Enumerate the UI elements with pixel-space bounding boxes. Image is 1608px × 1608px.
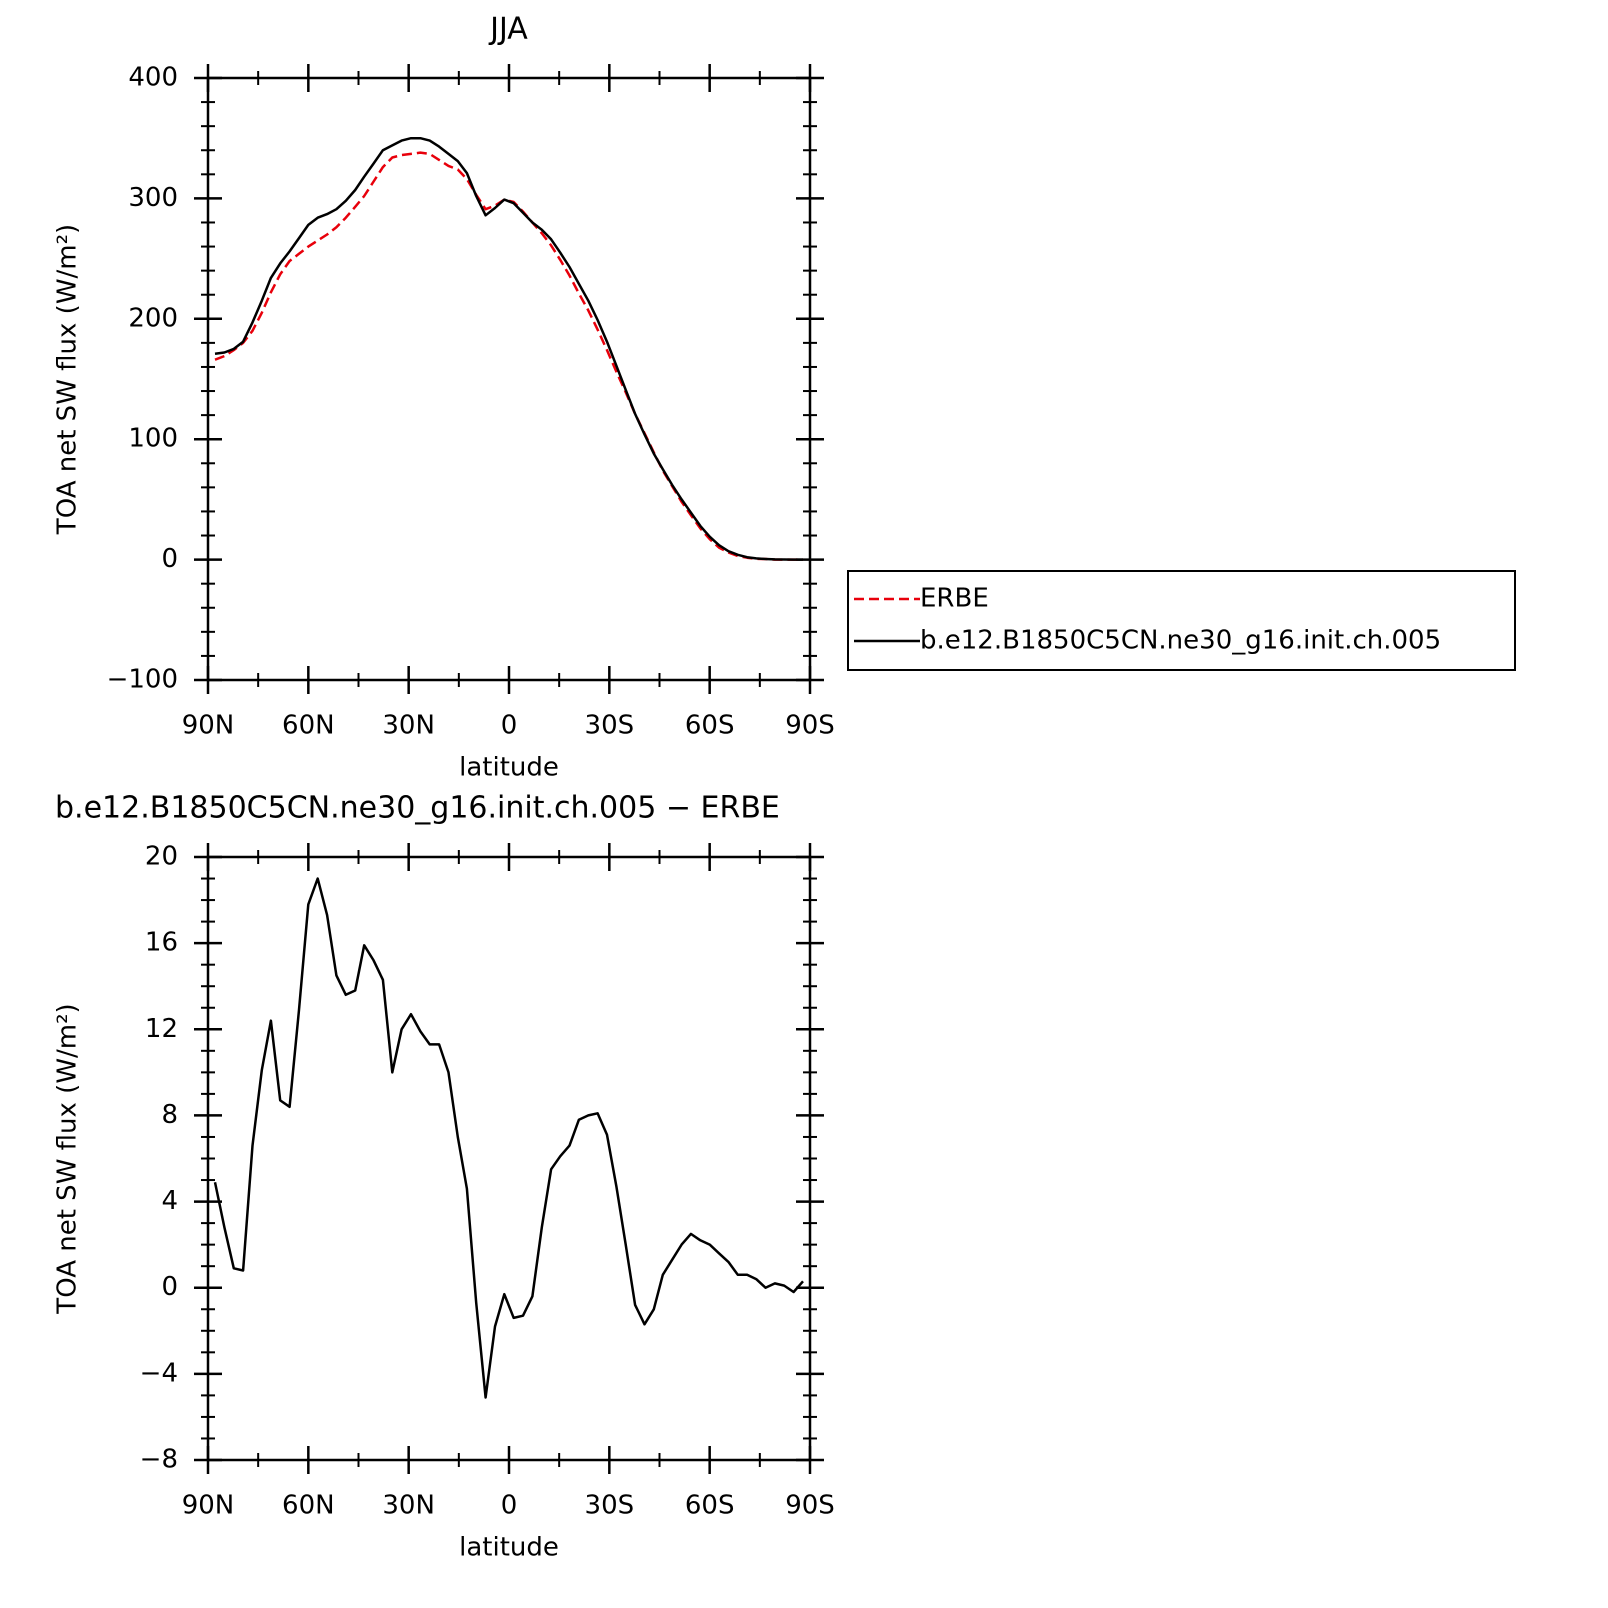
y-tick-label: 4 xyxy=(161,1186,178,1216)
x-axis-label: latitude xyxy=(459,1533,559,1563)
y-tick-label: 200 xyxy=(128,303,178,333)
x-tick-label: 30N xyxy=(382,1491,435,1521)
y-tick-label: 400 xyxy=(128,63,178,93)
x-tick-label: 60S xyxy=(685,1491,735,1521)
y-tick-label: 0 xyxy=(161,544,178,574)
legend-label: b.e12.B1850C5CN.ne30_g16.init.ch.005 xyxy=(920,626,1441,656)
y-axis-label: TOA net SW flux (W/m²) xyxy=(53,224,83,535)
legend-box xyxy=(847,570,1516,671)
x-tick-label: 90S xyxy=(785,711,835,741)
y-tick-label: 100 xyxy=(128,424,178,454)
chart-title: JJA xyxy=(488,12,528,47)
x-tick-label: 0 xyxy=(501,711,518,741)
x-tick-label: 0 xyxy=(501,1491,518,1521)
x-tick-label: 60N xyxy=(282,1491,335,1521)
y-tick-label: −8 xyxy=(140,1445,178,1475)
y-tick-label: −100 xyxy=(107,665,178,695)
data-line xyxy=(213,877,804,1399)
x-tick-label: 90N xyxy=(182,711,235,741)
x-tick-label: 60N xyxy=(282,711,335,741)
y-tick-label: 16 xyxy=(145,928,178,958)
x-tick-label: 30S xyxy=(585,1491,635,1521)
series-line xyxy=(214,151,803,561)
y-tick-label: −4 xyxy=(140,1358,178,1388)
x-tick-label: 30S xyxy=(585,711,635,741)
y-tick-label: 300 xyxy=(128,183,178,213)
chart-title: b.e12.B1850C5CN.ne30_g16.init.ch.005 − E… xyxy=(55,791,780,826)
y-tick-label: 0 xyxy=(161,1272,178,1302)
legend-label: ERBE xyxy=(920,584,989,614)
x-tick-label: 90N xyxy=(182,1491,235,1521)
y-tick-label: 20 xyxy=(145,842,178,872)
plot-frame xyxy=(206,76,812,682)
x-axis-label: latitude xyxy=(459,753,559,783)
series-line xyxy=(214,136,803,561)
plot-frame xyxy=(206,855,812,1462)
x-tick-label: 90S xyxy=(785,1491,835,1521)
y-tick-label: 8 xyxy=(161,1100,178,1130)
y-tick-label: 12 xyxy=(145,1014,178,1044)
y-axis-label: TOA net SW flux (W/m²) xyxy=(53,1003,83,1314)
x-tick-label: 60S xyxy=(685,711,735,741)
x-tick-label: 30N xyxy=(382,711,435,741)
